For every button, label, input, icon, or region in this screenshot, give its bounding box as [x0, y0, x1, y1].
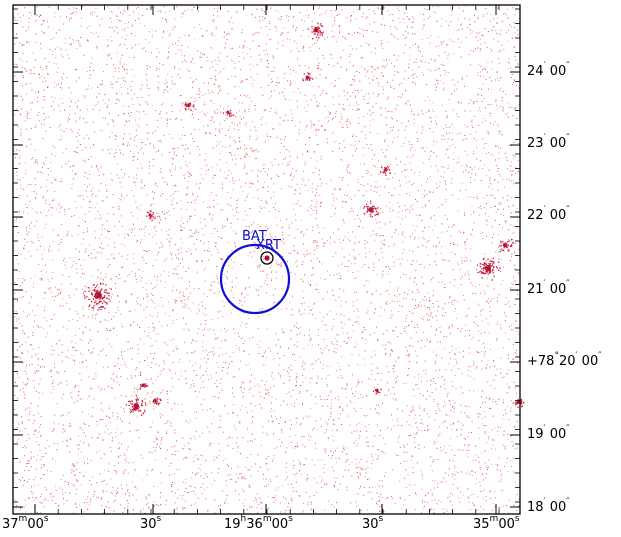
dec-tick-label: 19′ 00″	[527, 424, 570, 442]
axis-ticks	[13, 5, 520, 514]
bat-label: BAT	[242, 229, 267, 244]
bat-error-circle	[219, 243, 291, 315]
dec-tick-label: 18′ 00″	[527, 497, 570, 515]
ra-tick-label: 37m00s	[2, 514, 49, 532]
dec-tick-label: +78°20′ 00″	[527, 351, 602, 369]
dec-tick-label: 24′ 00″	[527, 61, 570, 79]
ra-tick-label: 35m00s	[473, 514, 520, 532]
ra-tick-label: 30s	[362, 514, 384, 532]
xrt-source	[264, 255, 270, 261]
x-ray-sources	[83, 22, 525, 416]
ra-tick-label: 30s	[140, 514, 162, 532]
dec-tick-label: 23′ 00″	[527, 133, 570, 151]
xrt-error-circle	[260, 251, 274, 265]
photon-events	[14, 6, 520, 514]
dec-tick-label: 21′ 00″	[527, 279, 570, 297]
ra-tick-label: 19h36m00s	[224, 514, 293, 532]
xrt-label: XRT	[256, 238, 281, 253]
dec-tick-label: 22′ 00″	[527, 205, 570, 223]
